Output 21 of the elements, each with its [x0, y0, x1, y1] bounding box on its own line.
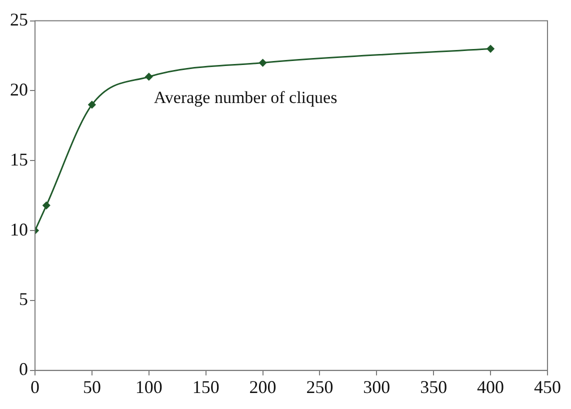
x-tick-label: 250: [306, 376, 334, 397]
y-tick-label: 10: [10, 219, 28, 240]
x-tick-label: 350: [420, 376, 448, 397]
y-tick-label: 15: [10, 149, 28, 170]
x-tick-label: 300: [363, 376, 390, 397]
point: [259, 59, 267, 66]
y-tick-label: 0: [19, 359, 28, 380]
point: [42, 202, 50, 210]
y-tick-label: 20: [10, 79, 28, 100]
series-label: Average number of cliques: [154, 88, 338, 108]
x-tick-label: 200: [249, 376, 276, 397]
x-tick-label: 450: [534, 376, 561, 397]
x-tick-label: 150: [192, 376, 220, 397]
x-tick-label: 400: [477, 376, 504, 397]
x-tick-label: 50: [82, 376, 101, 397]
x-tick-label: 100: [135, 376, 162, 397]
point: [486, 45, 494, 53]
y-tick-label: 5: [19, 289, 28, 310]
point: [145, 72, 153, 80]
point: [88, 100, 96, 108]
y-tick-label: 25: [10, 10, 28, 30]
